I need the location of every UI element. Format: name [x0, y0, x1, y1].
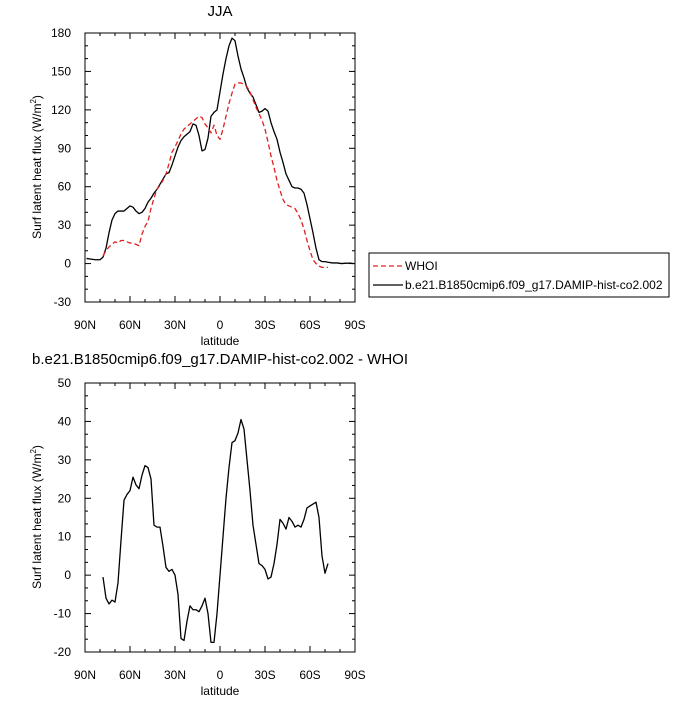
bottom-y-tick-label: 20 [58, 491, 72, 505]
bottom-x-tick-label: 90S [344, 668, 365, 682]
bottom-x-tick-label: 30N [164, 668, 186, 682]
top-plot-title: JJA [207, 3, 232, 20]
top-y-tick-label: 30 [58, 218, 72, 232]
bottom-axis-ticks [84, 382, 356, 653]
bottom-y-tick-label: 0 [64, 568, 71, 582]
legend-box [368, 252, 670, 298]
top-y-axis-label: Surf latent heat flux (W/m2) [29, 95, 44, 239]
bottom-series-line-difference [102, 418, 329, 644]
top-x-tick-label: 90S [344, 318, 365, 332]
bottom-y-tick-label: -10 [54, 607, 72, 621]
bottom-y-tick-label: 30 [58, 453, 72, 467]
legend-label-model: b.e21.B1850cmip6.f09_g17.DAMIP-hist-co2.… [405, 278, 663, 292]
top-series-line-whoi [102, 82, 328, 269]
bottom-x-axis-label: latitude [201, 684, 240, 698]
bottom-y-tick-labels: -20 -10 0 10 20 30 40 50 [54, 376, 72, 659]
bottom-y-tick-label: 40 [58, 414, 72, 428]
top-x-tick-label: 60S [299, 318, 320, 332]
bottom-x-tick-label: 60N [119, 668, 141, 682]
top-x-tick-labels: 90N 60N 30N 0 30S 60S 90S [74, 318, 366, 332]
bottom-x-tick-labels: 90N 60N 30N 0 30S 60S 90S [74, 668, 366, 682]
bottom-y-tick-label: 10 [58, 530, 72, 544]
bottom-y-tick-label: -20 [54, 645, 72, 659]
bottom-x-tick-label: 60S [299, 668, 320, 682]
legend-label-whoi: WHOI [405, 259, 438, 273]
top-y-tick-label: 0 [64, 257, 71, 271]
top-x-tick-label: 0 [217, 318, 224, 332]
bottom-y-axis-label-main: Surf latent heat flux (W/m [30, 454, 44, 589]
bottom-panel: b.e21.B1850cmip6.f09_g17.DAMIP-hist-co2.… [29, 351, 408, 698]
bottom-y-tick-label: 50 [58, 376, 72, 390]
bottom-plot-frame [84, 382, 356, 653]
top-y-tick-label: -30 [54, 295, 72, 309]
top-x-tick-label: 30N [164, 318, 186, 332]
top-series-line-model [86, 37, 354, 265]
top-plot-frame [84, 32, 356, 303]
top-panel: JJA -30 0 30 60 90 120 150 180 90N 60N 30N 0 30S 60S… [29, 3, 366, 348]
bottom-x-tick-label: 30S [254, 668, 275, 682]
top-y-tick-labels: -30 0 30 60 90 120 150 180 [51, 26, 71, 309]
top-y-axis-label-end: ) [30, 95, 44, 99]
top-y-tick-label: 120 [51, 103, 71, 117]
top-y-axis-label-sup: 2 [29, 99, 38, 104]
top-y-tick-label: 180 [51, 26, 71, 40]
bottom-plot-title: b.e21.B1850cmip6.f09_g17.DAMIP-hist-co2.… [32, 351, 408, 368]
top-series-group [86, 37, 354, 269]
bottom-y-axis-label: Surf latent heat flux (W/m2) [29, 445, 44, 589]
top-x-tick-label: 30S [254, 318, 275, 332]
bottom-x-tick-label: 0 [217, 668, 224, 682]
top-y-tick-label: 150 [51, 64, 71, 78]
top-y-axis-label-main: Surf latent heat flux (W/m [30, 104, 44, 239]
bottom-y-axis-label-end: ) [30, 445, 44, 449]
bottom-y-axis-label-sup: 2 [29, 449, 38, 454]
top-x-tick-label: 60N [119, 318, 141, 332]
bottom-series-group [102, 418, 329, 644]
legend: WHOI b.e21.B1850cmip6.f09_g17.DAMIP-hist… [368, 252, 670, 298]
bottom-x-tick-label: 90N [74, 668, 96, 682]
top-x-axis-label: latitude [201, 334, 240, 348]
top-y-tick-label: 60 [58, 180, 72, 194]
top-y-tick-label: 90 [58, 141, 72, 155]
top-x-tick-label: 90N [74, 318, 96, 332]
